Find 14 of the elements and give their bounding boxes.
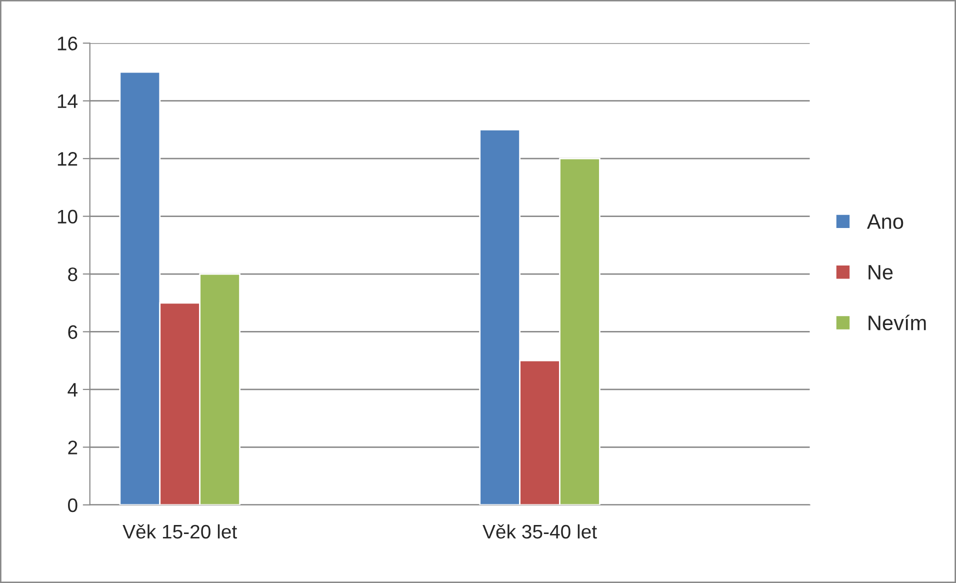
legend-label: Nevím <box>868 314 926 330</box>
legend-label: Ne <box>868 265 893 280</box>
y-tick-label: 10 <box>58 210 78 224</box>
y-tick-label: 2 <box>68 440 78 454</box>
y-tick-label: 0 <box>68 498 78 512</box>
y-tick-label: 4 <box>68 383 78 396</box>
y-tick-label: 12 <box>58 152 78 166</box>
x-tick-label: Věk 15-20 let <box>122 524 237 539</box>
y-tick-label: 14 <box>58 94 78 108</box>
legend-label: Ano <box>866 214 904 229</box>
y-tick-label: 6 <box>68 325 78 339</box>
y-tick-label: 8 <box>68 267 78 282</box>
y-tick-label: 16 <box>58 36 78 50</box>
x-tick-label: Věk 35-40 let <box>482 524 597 539</box>
